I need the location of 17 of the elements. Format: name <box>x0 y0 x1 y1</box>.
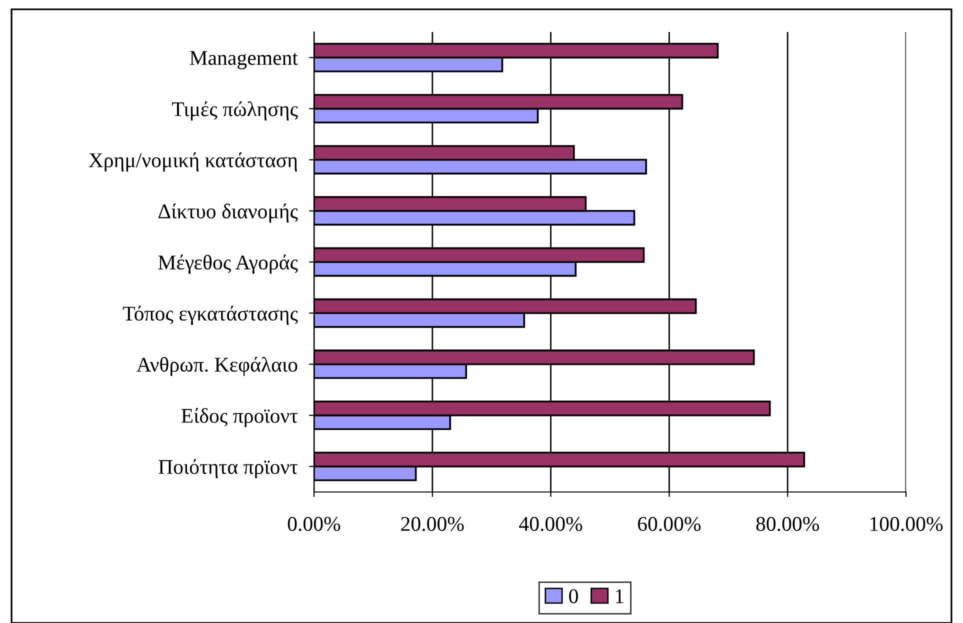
y-tick-label: Χρημ/νομική κατάσταση <box>88 152 297 172</box>
x-tick-label: 80.00% <box>756 516 820 532</box>
x-tick-label: 60.00% <box>638 516 701 532</box>
legend-label: 1 <box>616 589 624 604</box>
y-tick-label: Ποιότητα πρϊοντ <box>158 459 298 478</box>
x-tick-label: 100.00% <box>870 516 943 532</box>
legend-label: 0 <box>569 589 578 604</box>
x-tick-label: 20.00% <box>401 516 464 532</box>
y-tick-label: Management <box>190 51 298 70</box>
x-tick-label: 0.00% <box>288 516 340 532</box>
y-tick-label: Τιμές πώλησης <box>172 101 298 120</box>
y-tick-label: Μέγεθος Αγοράς <box>158 254 298 274</box>
x-tick-label: 40.00% <box>519 516 582 532</box>
y-tick-label: Δίκτυο διανομής <box>158 204 298 223</box>
y-tick-label: Ανθρωπ. Κεφάλαιο <box>136 356 298 376</box>
y-tick-label: Είδος προϊοντ <box>181 408 298 428</box>
y-tick-label: Τόπος εγκατάστασης <box>122 306 298 325</box>
